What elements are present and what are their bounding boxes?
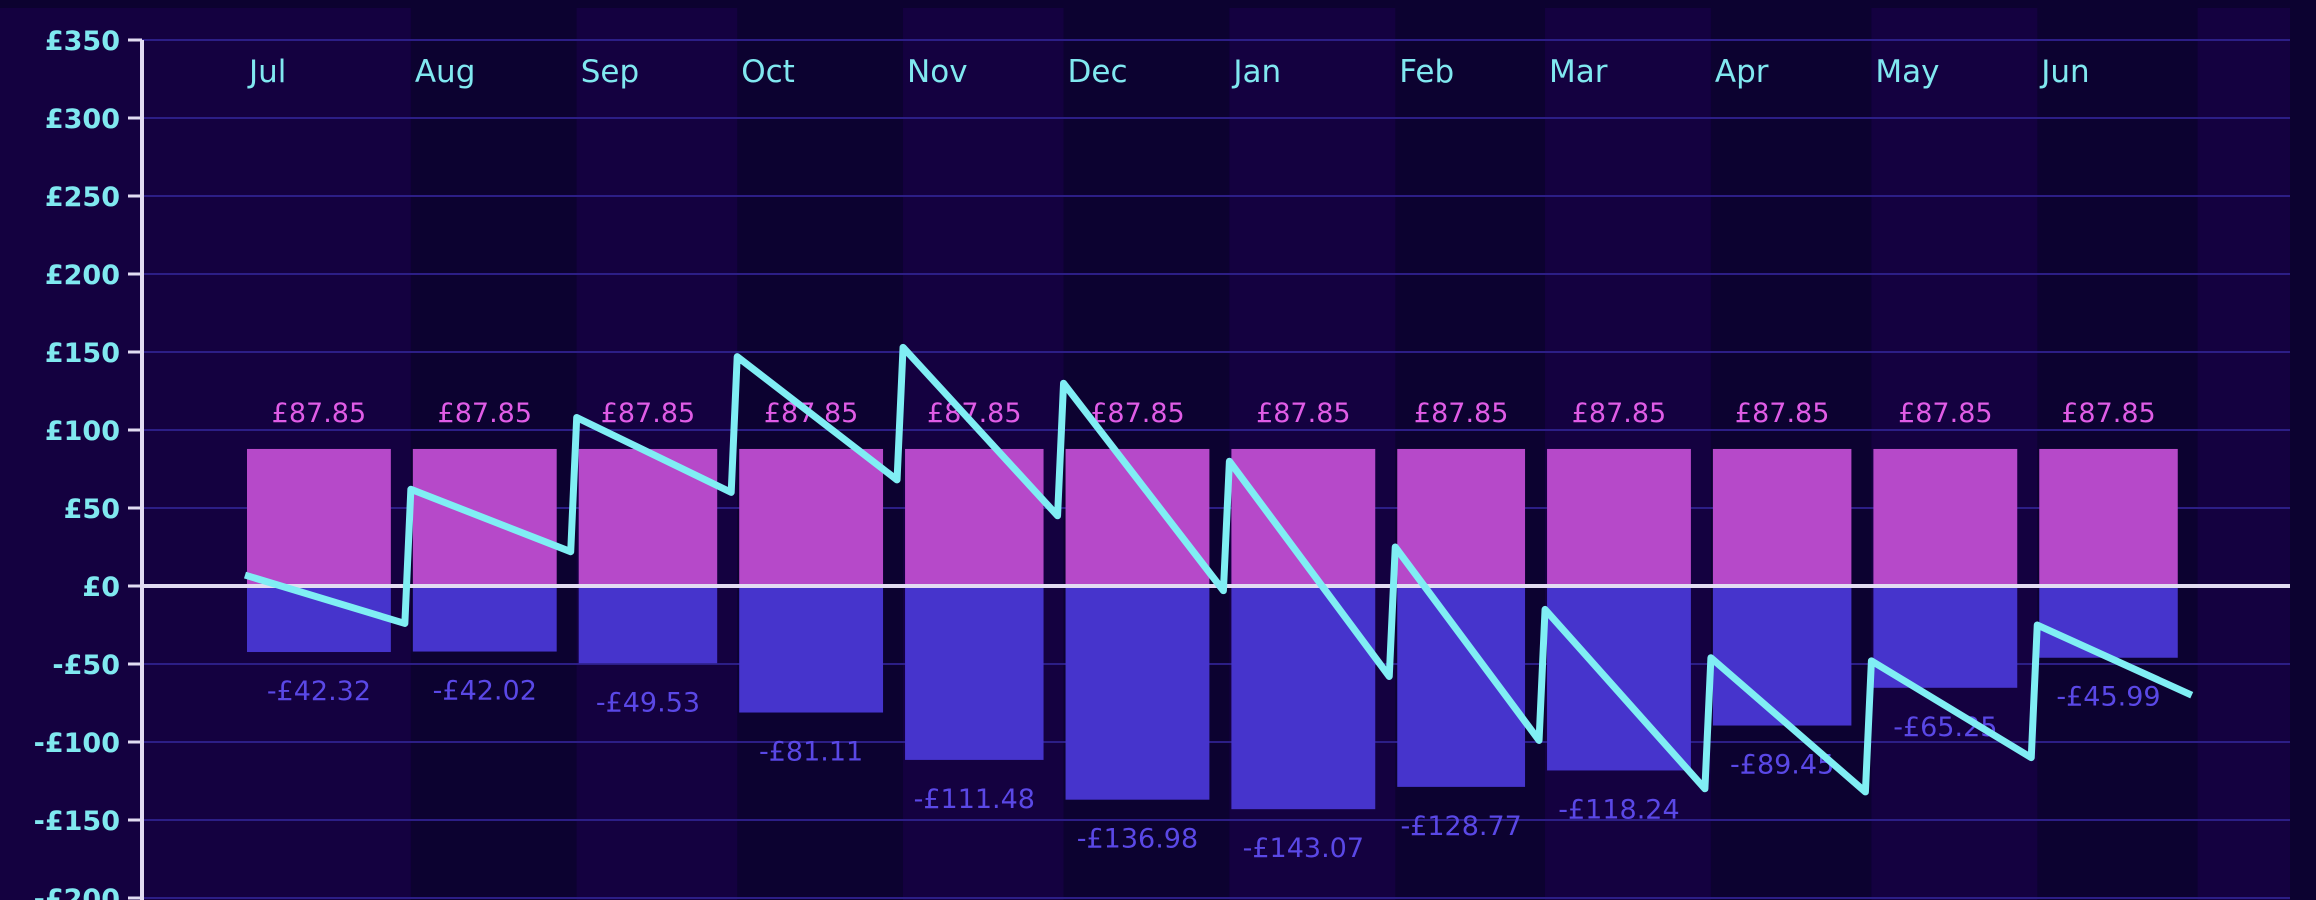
income-bar	[2039, 448, 2178, 586]
expense-bar	[1547, 586, 1691, 771]
month-label: Jan	[1231, 54, 1281, 90]
expense-value-label: -£118.24	[1558, 794, 1679, 825]
expense-value-label: -£136.98	[1077, 824, 1198, 855]
income-value-label: £87.85	[272, 398, 366, 429]
income-bar	[739, 448, 884, 586]
month-band	[2197, 8, 2290, 900]
month-label: Feb	[1399, 54, 1454, 90]
income-value-label: £87.85	[1414, 398, 1508, 429]
y-tick-label: £0	[82, 572, 120, 603]
y-tick-label: £150	[45, 338, 120, 369]
income-value-label: £87.85	[601, 398, 695, 429]
income-bar	[905, 448, 1044, 586]
y-tick-label: £100	[45, 416, 120, 447]
month-label: Jun	[2039, 54, 2089, 90]
expense-value-label: -£42.32	[267, 676, 371, 707]
expense-value-label: -£143.07	[1243, 833, 1364, 864]
income-bar	[1547, 448, 1691, 586]
income-value-label: £87.85	[1735, 398, 1829, 429]
balance-line	[243, 343, 2194, 796]
income-bar	[1873, 448, 2018, 586]
y-tick-label: -£200	[34, 884, 120, 900]
y-tick-label: £350	[45, 26, 120, 57]
income-value-label: £87.85	[1090, 398, 1184, 429]
income-bar	[1712, 448, 1852, 586]
expense-bar	[1397, 586, 1526, 787]
expense-bar	[739, 586, 884, 713]
expense-value-label: -£89.45	[1730, 750, 1834, 781]
income-bar	[1397, 448, 1526, 586]
y-tick-label: £300	[45, 104, 120, 135]
y-tick-label: £200	[45, 260, 120, 291]
expense-bar	[2039, 586, 2178, 658]
month-label: May	[1875, 54, 1939, 90]
y-tick-label: -£100	[34, 728, 120, 759]
month-label: Apr	[1715, 54, 1769, 90]
expense-bar	[905, 586, 1044, 760]
income-value-label: £87.85	[1572, 398, 1666, 429]
expense-value-label: -£128.77	[1400, 811, 1521, 842]
month-label: Jul	[247, 54, 286, 90]
month-label: Aug	[415, 54, 476, 90]
month-label: Mar	[1549, 54, 1608, 90]
income-value-label: £87.85	[1898, 398, 1992, 429]
month-label: Oct	[741, 54, 795, 90]
expense-bar	[1231, 586, 1376, 810]
y-tick-label: -£50	[52, 650, 120, 681]
y-tick-label: -£150	[34, 806, 120, 837]
expense-bar	[578, 586, 718, 664]
expense-value-label: -£49.53	[596, 687, 700, 718]
income-value-label: £87.85	[438, 398, 532, 429]
month-label: Sep	[581, 54, 639, 90]
income-value-label: £87.85	[1256, 398, 1350, 429]
month-label: Nov	[907, 54, 968, 90]
expense-bar	[1712, 586, 1852, 726]
expense-bar	[1873, 586, 2018, 688]
month-label: Dec	[1068, 54, 1128, 90]
income-value-label: £87.85	[2061, 398, 2155, 429]
expense-value-label: -£45.99	[2056, 682, 2160, 713]
income-bar	[1065, 448, 1210, 586]
income-bar	[578, 448, 718, 586]
expense-bar	[1065, 586, 1210, 800]
expense-value-label: -£81.11	[759, 737, 863, 768]
expense-bar	[412, 586, 557, 652]
y-tick-label: £250	[45, 182, 120, 213]
income-bar	[247, 448, 391, 586]
y-tick-label: £50	[64, 494, 120, 525]
expense-value-label: -£42.02	[433, 676, 537, 707]
expense-value-label: -£111.48	[914, 784, 1035, 815]
